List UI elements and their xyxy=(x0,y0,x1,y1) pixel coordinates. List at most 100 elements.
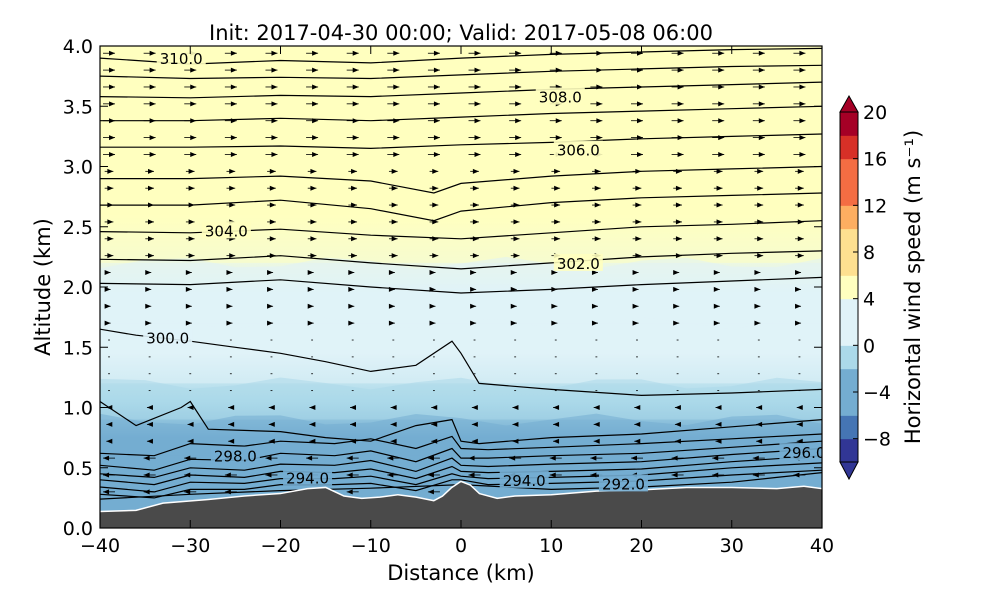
colorbar-segment xyxy=(840,228,858,253)
wind-arrow-head xyxy=(674,405,681,410)
wind-arrow-head xyxy=(429,270,436,276)
wind-arrow-head xyxy=(555,135,562,141)
wind-arrow-head xyxy=(109,101,116,107)
wind-arrow-head xyxy=(515,50,522,56)
wind-arrow-head xyxy=(352,135,359,141)
wind-arrow-head xyxy=(797,236,804,242)
wind-arrow-head xyxy=(433,67,440,73)
wind-arrow-head xyxy=(147,253,154,259)
wind-arrow-head xyxy=(432,168,439,174)
wind-arrow-head xyxy=(391,219,398,225)
wind-arrow-head xyxy=(675,236,682,242)
wind-arrow-head xyxy=(229,202,236,208)
wind-arrow-head xyxy=(754,320,761,326)
wind-arrow-head xyxy=(309,421,316,427)
wind-arrow-head xyxy=(348,303,355,309)
wind-arrow-head xyxy=(472,168,479,174)
wind-arrow-head xyxy=(470,286,477,292)
colorbar-tick-label: 16 xyxy=(863,149,887,171)
wind-arrow-head xyxy=(350,421,356,427)
wind-arrow-head xyxy=(712,472,719,478)
wind-arrow-head xyxy=(388,286,395,292)
colorbar-frame xyxy=(839,111,859,463)
wind-arrow-head xyxy=(309,438,316,444)
colorbar-segment xyxy=(840,182,858,206)
wind-arrow-head xyxy=(675,219,682,225)
wind-arrow-head xyxy=(145,320,152,326)
wind-arrow-head xyxy=(799,135,806,141)
wind-arrow-head xyxy=(635,202,642,208)
wind-arrow-head xyxy=(230,118,237,124)
wind-arrow-head xyxy=(596,118,603,124)
wind-arrow-head xyxy=(635,236,642,242)
wind-arrow-head xyxy=(472,253,479,259)
wind-arrow-head xyxy=(226,270,233,276)
wind-arrow-head xyxy=(351,185,358,191)
isentrope-line xyxy=(100,440,822,471)
wind-arrow-head xyxy=(756,438,763,444)
wind-speed-band xyxy=(100,46,822,167)
contour-label-background xyxy=(283,468,333,486)
colorbar-tick-label: −4 xyxy=(863,382,891,404)
wind-arrow-head xyxy=(636,151,643,157)
wind-arrow-head xyxy=(515,67,522,73)
wind-arrow-head xyxy=(310,202,317,208)
wind-arrow-head xyxy=(757,253,764,259)
wind-arrow-head xyxy=(551,286,558,292)
wind-arrow-head xyxy=(391,185,398,191)
wind-arrow-head xyxy=(310,253,317,259)
colorbar-extend-min xyxy=(839,461,859,481)
wind-arrow-head xyxy=(149,50,156,56)
wind-arrow-head xyxy=(715,438,722,444)
wind-arrow-head xyxy=(716,236,723,242)
y-tick-label: 3.0 xyxy=(63,157,93,179)
wind-arrow-head xyxy=(596,135,603,141)
wind-arrow-head xyxy=(271,118,278,124)
wind-arrow-head xyxy=(230,135,237,141)
isentrope-line xyxy=(100,133,822,150)
wind-arrow-head xyxy=(634,438,641,444)
wind-arrow-head xyxy=(391,236,398,242)
wind-arrow-head xyxy=(799,118,806,124)
wind-arrow-head xyxy=(554,219,561,225)
wind-arrow-head xyxy=(468,455,475,461)
wind-arrow-head xyxy=(754,286,761,292)
wind-arrow-head xyxy=(143,455,150,461)
wind-arrow-head xyxy=(103,472,110,478)
wind-arrow-head xyxy=(590,455,597,461)
wind-arrow-head xyxy=(594,168,601,174)
wind-arrow-head xyxy=(346,472,353,478)
wind-arrow-head xyxy=(393,50,400,56)
wind-arrow-head xyxy=(555,50,562,56)
wind-arrow-head xyxy=(106,421,113,427)
colorbar-segment xyxy=(840,135,858,160)
wind-arrow-head xyxy=(472,219,479,225)
wind-arrow-head xyxy=(388,270,395,276)
wind-arrow-head xyxy=(591,270,598,276)
wind-speed-band xyxy=(100,377,822,420)
wind-arrow-head xyxy=(431,421,438,427)
contour-label: 294.0 xyxy=(503,472,546,490)
wind-arrow-head xyxy=(636,101,643,107)
wind-arrow-head xyxy=(271,151,278,157)
wind-arrow-head xyxy=(312,101,319,107)
wind-arrow-head xyxy=(107,219,114,225)
wind-arrow-head xyxy=(269,185,276,191)
wind-arrow-head xyxy=(432,185,439,191)
wind-arrow-head xyxy=(513,168,520,174)
wind-arrow-head xyxy=(716,168,723,174)
wind-arrow-head xyxy=(230,101,237,107)
wind-arrow-head xyxy=(143,489,150,495)
wind-arrow-head xyxy=(596,101,603,107)
y-axis-label: Altitude (km) xyxy=(31,218,55,356)
wind-arrow-head xyxy=(393,151,400,157)
wind-arrow-head xyxy=(269,202,276,208)
wind-arrow-head xyxy=(797,219,804,225)
wind-arrow-head xyxy=(758,135,765,141)
wind-arrow-head xyxy=(594,202,601,208)
wind-arrow-head xyxy=(149,67,156,73)
wind-arrow-head xyxy=(754,303,761,309)
wind-arrow-head xyxy=(429,286,436,292)
wind-arrow-head xyxy=(190,84,197,90)
colorbar-segment xyxy=(840,438,858,463)
